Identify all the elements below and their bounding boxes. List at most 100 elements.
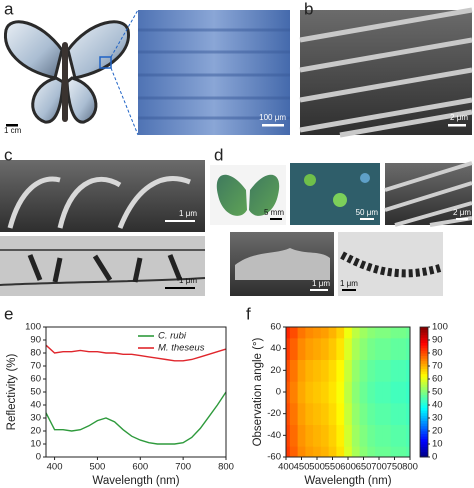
- heatmap-cell: [313, 381, 322, 404]
- y-tick-label: 20: [270, 365, 281, 376]
- y-tick-label: 10: [30, 439, 41, 450]
- butterfly-photo: [3, 9, 139, 136]
- x-tick-label: 400: [278, 462, 294, 473]
- x-tick-label: 650: [356, 462, 372, 473]
- colorbar-segment: [420, 451, 428, 455]
- data-line: [45, 391, 227, 445]
- colorbar-segment: [420, 358, 428, 362]
- heatmap-cell: [328, 381, 337, 404]
- heatmap-cell: [344, 327, 353, 339]
- heatmap-cell: [320, 424, 330, 447]
- heatmap-cell: [359, 446, 368, 457]
- x-tick-label: 600: [340, 462, 356, 473]
- heatmap-cell: [305, 337, 314, 360]
- heatmap-cell: [297, 381, 306, 404]
- heatmap-cell: [406, 337, 410, 360]
- heatmap-cell: [359, 359, 368, 382]
- colorbar-segment: [420, 347, 428, 351]
- y-axis-label: Observation angle (°): [252, 337, 264, 446]
- heatmap-cell: [297, 327, 306, 339]
- colorbar-segment: [420, 441, 428, 445]
- y-tick-label: 60: [270, 322, 281, 333]
- colorbar-tick-label: 90: [432, 335, 443, 346]
- colorbar-segment: [420, 438, 428, 442]
- heatmap-cell: [367, 424, 376, 447]
- colorbar-segment: [420, 353, 428, 356]
- colorbar-segment: [420, 368, 428, 372]
- sem-cross-section-d: [230, 232, 334, 296]
- panel-label: d: [214, 145, 223, 164]
- colorbar-segment: [420, 329, 428, 333]
- colorbar-segment: [420, 392, 428, 395]
- heatmap-cell: [398, 424, 407, 447]
- scale-bar-label: 1 cm: [4, 126, 22, 135]
- heatmap-cell: [289, 446, 299, 457]
- colorbar-segment: [420, 418, 428, 421]
- heatmap-cell: [328, 446, 337, 457]
- heatmap-cell: [336, 327, 345, 339]
- colorbar-segment: [420, 425, 428, 429]
- heatmap-cell: [390, 402, 399, 425]
- colorbar-segment: [420, 363, 428, 367]
- y-tick-label: -60: [267, 452, 281, 463]
- heatmap-cell: [286, 402, 291, 425]
- heatmap-cell: [406, 424, 410, 447]
- colorbar-segment: [420, 444, 428, 447]
- colorbar-segment: [420, 355, 428, 359]
- scale-bar-label: 100 μm: [259, 113, 286, 122]
- wing-scale-image: [138, 10, 290, 135]
- heatmap-cell: [406, 402, 410, 425]
- colorbar-segment: [420, 415, 428, 419]
- colorbar-tick-label: 60: [432, 374, 443, 385]
- heatmap-cell: [320, 359, 330, 382]
- heatmap-cell: [328, 424, 337, 447]
- heatmap-cell: [351, 424, 361, 447]
- scale-bar-label: 1 μm: [340, 279, 358, 288]
- heatmap-cell: [390, 359, 399, 382]
- heatmap-cell: [344, 359, 353, 382]
- colorbar-segment: [420, 431, 428, 434]
- heatmap-cell: [313, 337, 322, 360]
- heatmap-cell: [359, 381, 368, 404]
- heatmap-cell: [406, 446, 410, 457]
- heatmap-cell: [344, 337, 353, 360]
- heatmap-cell: [297, 359, 306, 382]
- heatmap-cell: [406, 327, 410, 339]
- x-tick-label: 500: [309, 462, 325, 473]
- heatmap-cell: [398, 337, 407, 360]
- colorbar-segment: [420, 373, 428, 377]
- colorbar-tick-label: 70: [432, 361, 443, 372]
- colorbar-segment: [420, 386, 428, 390]
- heatmap-cell: [351, 402, 361, 425]
- colorbar-segment: [420, 436, 428, 440]
- heatmap-cell: [297, 424, 306, 447]
- heatmap-cell: [289, 327, 299, 339]
- heatmap-cell: [336, 446, 345, 457]
- heatmap-cell: [398, 359, 407, 382]
- legend-label: M. theseus: [158, 343, 205, 354]
- heatmap-cell: [328, 327, 337, 339]
- y-tick-label: 50: [30, 387, 41, 398]
- green-butterfly-photo: [210, 165, 286, 225]
- colorbar-segment: [420, 449, 428, 453]
- colorbar-segment: [420, 399, 428, 403]
- y-tick-label: -20: [267, 408, 281, 419]
- heatmap-cell: [367, 337, 376, 360]
- heatmap-cell: [382, 359, 392, 382]
- colorbar-segment: [420, 423, 428, 427]
- heatmap-cell: [297, 337, 306, 360]
- heatmap-cell: [320, 337, 330, 360]
- scale-bar-label: 2 μm: [453, 208, 471, 217]
- x-tick-label: 800: [218, 462, 234, 473]
- colorbar-tick-label: 10: [432, 439, 443, 450]
- colorbar-segment: [420, 405, 428, 408]
- colorbar-segment: [420, 454, 428, 458]
- heatmap-cell: [382, 327, 392, 339]
- heatmap-cell: [336, 359, 345, 382]
- heatmap-cell: [289, 381, 299, 404]
- scale-bar-label: 50 μm: [356, 208, 379, 217]
- colorbar-segment: [420, 327, 428, 330]
- heatmap-cell: [305, 381, 314, 404]
- scale-bar-label: 1 μm: [312, 279, 330, 288]
